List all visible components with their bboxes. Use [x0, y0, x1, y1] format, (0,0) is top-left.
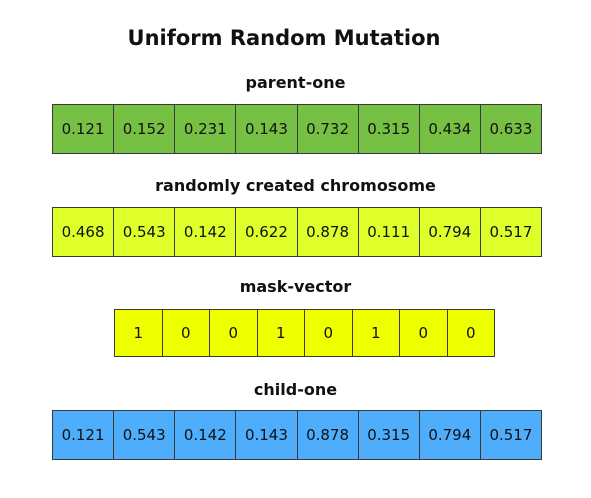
random-gene-cell: 0.622 — [235, 208, 296, 256]
child-gene-cell: 0.543 — [113, 411, 174, 459]
child-gene-cell: 0.121 — [61, 426, 105, 444]
random-gene-cell: 0.468 — [61, 223, 105, 241]
mask-gene-cell: 0 — [304, 310, 352, 356]
child-gene-cell: 0.878 — [296, 411, 358, 459]
random-gene-cell: 0.794 — [418, 208, 480, 256]
mask-gene-cell: 1 — [351, 310, 400, 356]
random-gene-cell: 0.142 — [174, 208, 235, 256]
child-gene-cell: 0.517 — [479, 411, 541, 459]
mask-gene-cell: 0 — [446, 310, 495, 356]
mask-gene-cell: 1 — [133, 324, 144, 342]
random-chromosome-label: randomly created chromosome — [155, 176, 436, 195]
child-label: child-one — [253, 380, 338, 399]
random-gene-cell: 0.111 — [357, 208, 419, 256]
random-gene-cell: 0.543 — [113, 208, 174, 256]
parent-gene-cell: 0.434 — [418, 105, 480, 153]
child-chromosome: 0.121 0.543 0.142 0.143 0.878 0.315 0.794 0.517 — [52, 410, 542, 460]
child-gene-cell: 0.143 — [235, 411, 296, 459]
child-gene-cell: 0.794 — [418, 411, 480, 459]
child-gene-cell: 0.315 — [357, 411, 419, 459]
mask-gene-cell: 0 — [399, 310, 447, 356]
parent-gene-cell: 0.315 — [357, 105, 419, 153]
random-gene-cell: 0.878 — [296, 208, 358, 256]
parent-gene-cell: 0.231 — [174, 105, 235, 153]
parent-gene-cell: 0.732 — [296, 105, 358, 153]
mask-vector-label: mask-vector — [239, 277, 352, 296]
child-gene-cell: 0.142 — [174, 411, 235, 459]
parent-gene-cell: 0.121 — [61, 120, 105, 138]
diagram-title: Uniform Random Mutation — [127, 26, 441, 50]
random-gene-cell: 0.517 — [479, 208, 541, 256]
mask-gene-cell: 0 — [209, 310, 257, 356]
mask-gene-cell: 1 — [256, 310, 305, 356]
parent-gene-cell: 0.143 — [235, 105, 296, 153]
parent-label: parent-one — [245, 73, 346, 92]
mask-gene-cell: 0 — [161, 310, 210, 356]
random-chromosome: 0.468 0.543 0.142 0.622 0.878 0.111 0.794 0.517 — [52, 207, 542, 257]
parent-gene-cell: 0.633 — [479, 105, 541, 153]
parent-chromosome: 0.121 0.152 0.231 0.143 0.732 0.315 0.434 0.633 — [52, 104, 542, 154]
parent-gene-cell: 0.152 — [113, 105, 174, 153]
